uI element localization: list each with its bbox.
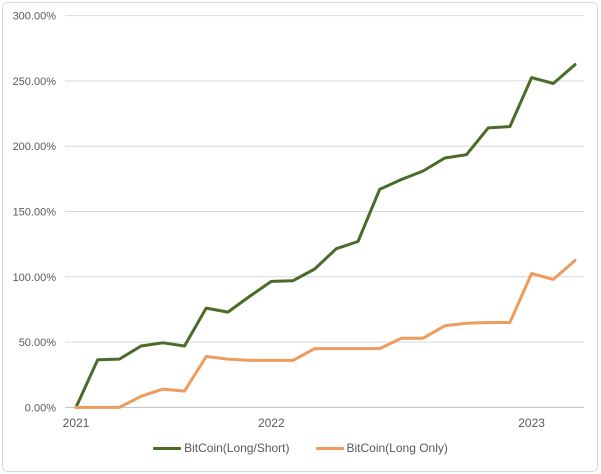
series-line-1 bbox=[74, 259, 577, 409]
legend-swatch-long-only-icon bbox=[315, 446, 344, 450]
y-tick-label: 0.00% bbox=[25, 402, 56, 414]
series-lines bbox=[74, 63, 577, 409]
y-tick-label: 150.00% bbox=[13, 207, 57, 219]
legend-item-long-only: BitCoin(Long Only) bbox=[315, 441, 448, 455]
legend: BitCoin(Long/Short) BitCoin(Long Only) bbox=[0, 441, 601, 455]
y-tick-label: 300.00% bbox=[13, 11, 57, 23]
y-tick-label: 50.00% bbox=[19, 337, 57, 349]
y-tick-label: 200.00% bbox=[13, 141, 57, 153]
x-tick-label: 2022 bbox=[258, 416, 285, 430]
legend-swatch-long-short-icon bbox=[153, 446, 182, 450]
y-tick-label: 250.00% bbox=[13, 76, 57, 88]
gridlines bbox=[65, 15, 584, 343]
legend-item-long-short: BitCoin(Long/Short) bbox=[153, 441, 290, 455]
legend-label-long-only: BitCoin(Long Only) bbox=[346, 441, 448, 455]
y-tick-label: 100.00% bbox=[13, 272, 57, 284]
legend-label-long-short: BitCoin(Long/Short) bbox=[184, 441, 290, 455]
y-axis-labels: 0.00% 50.00% 100.00% 150.00% 200.00% 250.00% 3… bbox=[13, 11, 57, 415]
x-axis-labels: 2021 2022 2023 bbox=[63, 416, 546, 430]
x-tick-label: 2023 bbox=[518, 416, 545, 430]
x-tick-label: 2021 bbox=[63, 416, 90, 430]
series-line-0 bbox=[74, 63, 577, 409]
